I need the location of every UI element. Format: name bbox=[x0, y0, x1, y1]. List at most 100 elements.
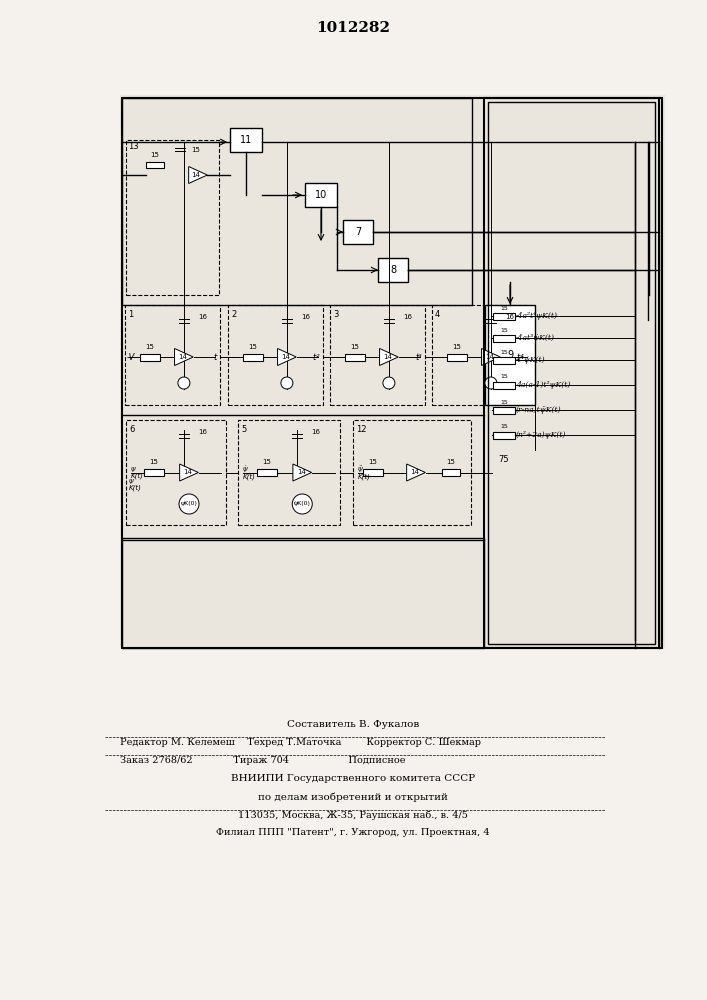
Text: 16: 16 bbox=[198, 314, 207, 320]
Text: -4at³ψ̇K(t): -4at³ψ̇K(t) bbox=[516, 334, 555, 342]
Text: -t²: -t² bbox=[310, 353, 320, 361]
Bar bbox=[493, 432, 515, 438]
Text: 15: 15 bbox=[145, 344, 154, 350]
Circle shape bbox=[281, 377, 293, 389]
Text: 13: 13 bbox=[128, 142, 139, 151]
Text: 15: 15 bbox=[452, 344, 461, 350]
Bar bbox=[484, 98, 659, 648]
Text: ψ
K(t): ψ K(t) bbox=[131, 466, 144, 479]
Circle shape bbox=[383, 377, 395, 389]
Text: 14: 14 bbox=[297, 470, 305, 476]
Bar bbox=[238, 420, 340, 525]
Circle shape bbox=[178, 377, 190, 389]
Text: (n²+2a)ψK(t): (n²+2a)ψK(t) bbox=[516, 431, 566, 439]
Text: 15: 15 bbox=[248, 344, 257, 350]
Text: 75: 75 bbox=[498, 456, 509, 464]
Text: 14: 14 bbox=[192, 172, 201, 178]
Text: 14: 14 bbox=[281, 354, 291, 360]
Bar bbox=[493, 381, 515, 388]
Text: ВНИИПИ Государственного комитета СССР: ВНИИПИ Государственного комитета СССР bbox=[231, 774, 475, 783]
Bar bbox=[257, 469, 276, 476]
Bar bbox=[345, 354, 365, 360]
Text: Филиал ППП "Патент", г. Ужгород, ул. Проектная, 4: Филиал ППП "Патент", г. Ужгород, ул. Про… bbox=[216, 828, 490, 837]
Text: 15: 15 bbox=[350, 344, 359, 350]
Text: ψK(0): ψK(0) bbox=[180, 502, 197, 506]
Text: -t⁴ψ̇K(t): -t⁴ψ̇K(t) bbox=[516, 356, 546, 364]
Bar bbox=[432, 305, 527, 405]
Text: 15: 15 bbox=[500, 399, 508, 404]
Text: 3: 3 bbox=[333, 310, 339, 319]
Bar bbox=[378, 258, 408, 282]
Text: 15: 15 bbox=[262, 460, 271, 466]
Bar bbox=[122, 98, 472, 305]
Text: 15: 15 bbox=[500, 350, 508, 355]
Bar bbox=[493, 334, 515, 342]
Text: 2: 2 bbox=[231, 310, 236, 319]
Bar bbox=[493, 357, 515, 363]
Bar bbox=[353, 420, 471, 525]
Bar bbox=[243, 354, 263, 360]
Text: 5: 5 bbox=[241, 425, 246, 434]
Text: 14: 14 bbox=[178, 354, 187, 360]
Text: 16: 16 bbox=[198, 429, 207, 435]
Text: 14: 14 bbox=[383, 354, 392, 360]
Text: 15: 15 bbox=[500, 424, 508, 430]
Text: -4a²t⁴ψK(t): -4a²t⁴ψK(t) bbox=[516, 312, 558, 320]
Text: 12: 12 bbox=[356, 425, 366, 434]
Bar bbox=[230, 128, 262, 152]
Bar bbox=[126, 420, 226, 525]
Bar bbox=[228, 305, 323, 405]
Polygon shape bbox=[180, 464, 199, 481]
Text: ψ̇K(0): ψ̇K(0) bbox=[294, 502, 310, 506]
Bar bbox=[343, 220, 373, 244]
Bar bbox=[305, 183, 337, 207]
Text: 15: 15 bbox=[500, 328, 508, 332]
Text: t: t bbox=[214, 353, 217, 361]
Text: 4: 4 bbox=[435, 310, 440, 319]
Text: 15: 15 bbox=[500, 306, 508, 310]
Text: ψ̈
K(t): ψ̈ K(t) bbox=[358, 465, 371, 480]
Text: Заказ 2768/62             Тираж 704                   Подписное: Заказ 2768/62 Тираж 704 Подписное bbox=[120, 756, 406, 765]
Text: по делам изобретений и открытий: по делам изобретений и открытий bbox=[258, 792, 448, 802]
Text: 14: 14 bbox=[184, 470, 192, 476]
Text: 15: 15 bbox=[447, 460, 455, 466]
Polygon shape bbox=[293, 464, 312, 481]
Text: (r-na)tψ̈K(t): (r-na)tψ̈K(t) bbox=[516, 406, 561, 414]
Bar bbox=[485, 305, 535, 405]
Text: -t⁴: -t⁴ bbox=[515, 353, 524, 361]
Bar bbox=[330, 305, 425, 405]
Polygon shape bbox=[189, 166, 207, 184]
Bar bbox=[120, 95, 665, 648]
Bar bbox=[144, 469, 164, 476]
Text: 14: 14 bbox=[486, 354, 494, 360]
Bar bbox=[442, 469, 460, 476]
Text: 15: 15 bbox=[500, 374, 508, 379]
Polygon shape bbox=[407, 464, 426, 481]
Text: 1: 1 bbox=[128, 310, 133, 319]
Text: 16: 16 bbox=[505, 314, 514, 320]
Text: 9: 9 bbox=[507, 350, 513, 360]
Bar bbox=[125, 305, 220, 405]
Text: 113035, Москва, Ж-35, Раушская наб., в. 4/5: 113035, Москва, Ж-35, Раушская наб., в. … bbox=[238, 810, 468, 820]
Bar bbox=[493, 406, 515, 414]
Bar bbox=[447, 354, 467, 360]
Text: 11: 11 bbox=[240, 135, 252, 145]
Text: ψ
K(t): ψ K(t) bbox=[129, 478, 142, 491]
Text: Составитель В. Фукалов: Составитель В. Фукалов bbox=[287, 720, 419, 729]
Text: 15: 15 bbox=[150, 460, 158, 466]
Text: 8: 8 bbox=[390, 265, 396, 275]
Bar bbox=[140, 354, 160, 360]
Bar bbox=[122, 98, 662, 648]
Text: t³: t³ bbox=[416, 353, 422, 361]
Text: 1012282: 1012282 bbox=[316, 21, 390, 35]
Bar bbox=[126, 140, 219, 295]
Text: -V: -V bbox=[127, 353, 135, 361]
Text: 15: 15 bbox=[191, 147, 200, 153]
Text: 15: 15 bbox=[368, 460, 378, 466]
Text: 4a(a-1)t²ψK(t): 4a(a-1)t²ψK(t) bbox=[516, 381, 571, 389]
Bar bbox=[146, 162, 164, 168]
Polygon shape bbox=[278, 349, 296, 365]
Text: 7: 7 bbox=[355, 227, 361, 237]
Circle shape bbox=[292, 494, 312, 514]
Polygon shape bbox=[175, 349, 193, 365]
